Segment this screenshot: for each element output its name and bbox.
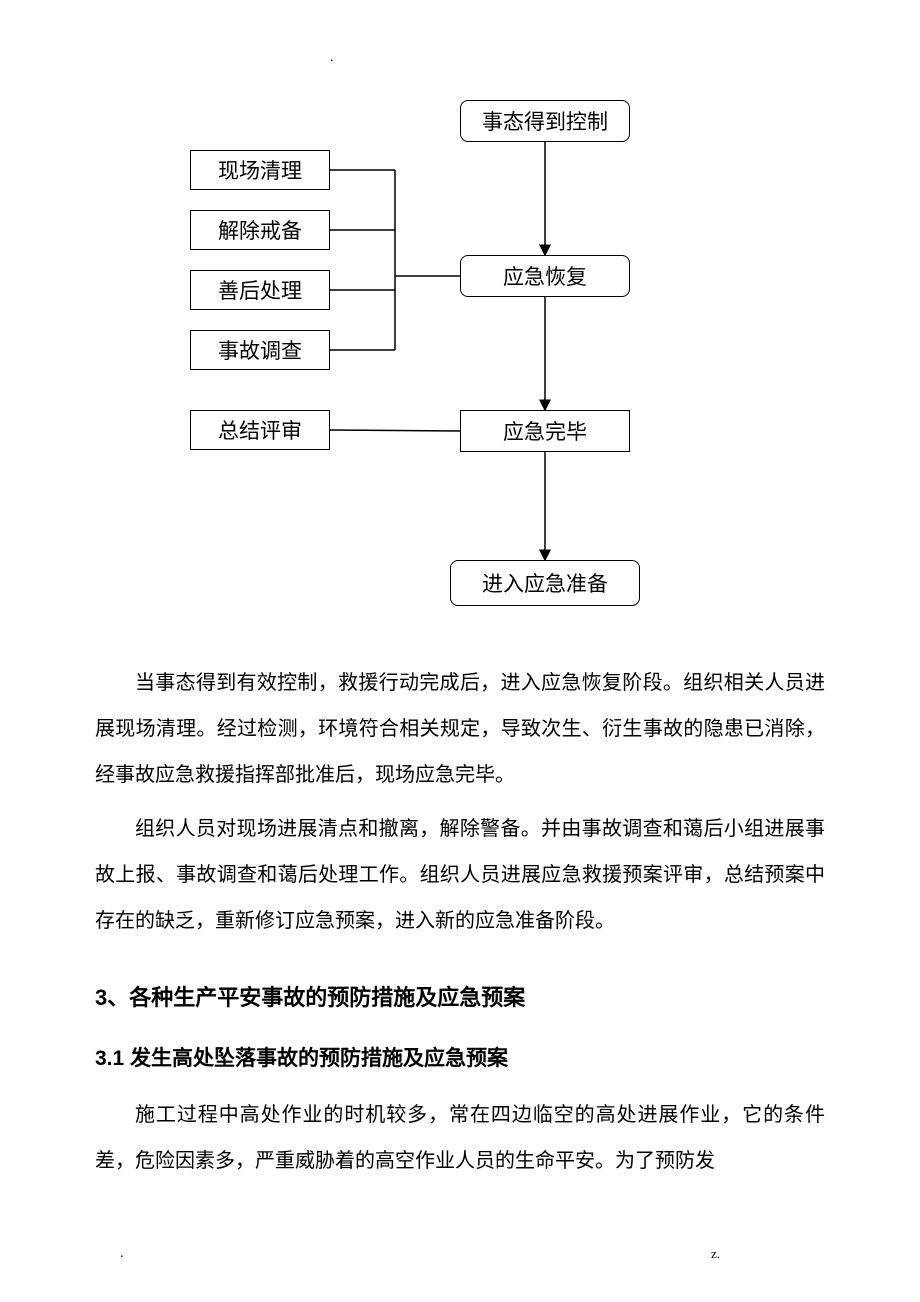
page-mark-bottom-left: . — [120, 1246, 124, 1262]
flowchart-node-n_control: 事态得到控制 — [460, 100, 630, 142]
heading-3-1: 3.1 发生高处坠落事故的预防措施及应急预案 — [95, 1042, 825, 1072]
document-body: 当事态得到有效控制，救援行动完成后，进入应急恢复阶段。组织相关人员进展现场清理。… — [95, 660, 825, 1192]
page-mark-top: . — [330, 50, 334, 66]
flowchart-node-s_lift: 解除戒备 — [190, 210, 330, 250]
heading-3: 3、各种生产平安事故的预防措施及应急预案 — [95, 980, 825, 1012]
flowchart-node-s_clean: 现场清理 — [190, 150, 330, 190]
paragraph-3: 施工过程中高处作业的时机较多，常在四边临空的高处进展作业，它的条件差，危险因素多… — [95, 1092, 825, 1184]
flowchart-node-s_invest: 事故调查 — [190, 330, 330, 370]
flowchart-node-s_review: 总结评审 — [190, 410, 330, 450]
paragraph-1: 当事态得到有效控制，救援行动完成后，进入应急恢复阶段。组织相关人员进展现场清理。… — [95, 660, 825, 798]
flowchart-node-n_recover: 应急恢复 — [460, 255, 630, 297]
paragraph-2: 组织人员对现场进展清点和撤离，解除警备。并由事故调查和蔼后小组进展事故上报、事故… — [95, 806, 825, 944]
flowchart-diagram: 事态得到控制应急恢复应急完毕进入应急准备 现场清理解除戒备善后处理事故调查总结评审 — [180, 100, 740, 620]
page-mark-bottom-right: z. — [711, 1246, 720, 1262]
flowchart-node-n_ready: 进入应急准备 — [450, 560, 640, 606]
flowchart-node-s_after: 善后处理 — [190, 270, 330, 310]
flowchart-node-n_done: 应急完毕 — [460, 410, 630, 452]
